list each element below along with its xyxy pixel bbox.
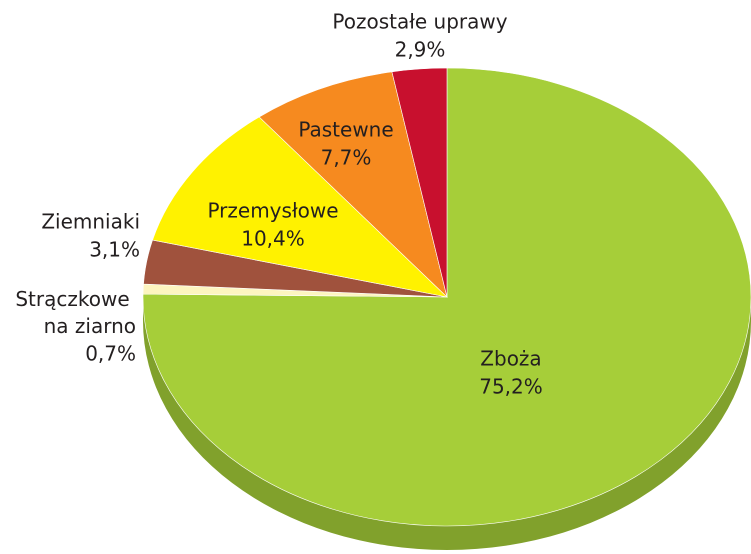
value-label: 0,7% (85, 342, 136, 366)
category-label: Zboża (480, 347, 541, 371)
value-label: 2,9% (395, 38, 446, 62)
category-label: Strączkowe na ziarno (15, 287, 136, 338)
category-label: Ziemniaki (41, 210, 140, 234)
value-label: 3,1% (89, 238, 140, 262)
value-label: 10,4% (241, 227, 305, 251)
pie-slice (258, 71, 448, 298)
pie-slice (152, 116, 448, 298)
category-label: Przemysłowe (207, 199, 338, 223)
value-label: 75,2% (479, 375, 543, 399)
label-line: na ziarno (44, 314, 136, 338)
category-label: Pastewne (298, 118, 393, 142)
category-label: Pozostałe uprawy (332, 10, 507, 34)
value-label: 7,7% (321, 146, 372, 170)
label-line: Strączkowe (15, 287, 136, 311)
pie-slice (391, 67, 448, 298)
